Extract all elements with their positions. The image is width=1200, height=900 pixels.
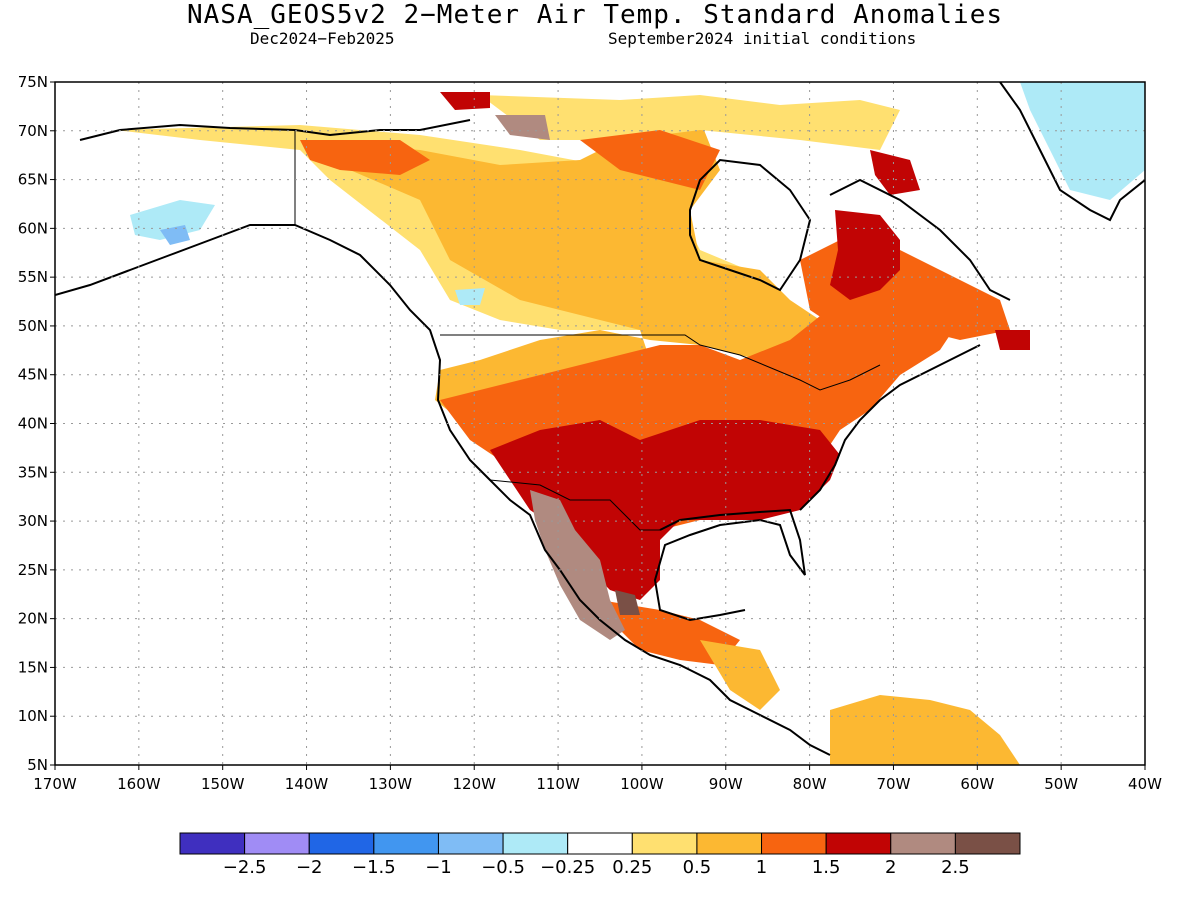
longitude-label: 110W — [536, 775, 580, 793]
colorbar-label: −0.25 — [540, 857, 595, 878]
colorbar-label: −2 — [296, 857, 323, 878]
anomaly-region-dark-orange-mexico — [600, 600, 740, 665]
longitude-label: 130W — [369, 775, 413, 793]
colorbar-label: −1.5 — [352, 857, 396, 878]
colorbar-swatch — [373, 832, 439, 855]
colorbar-swatch — [890, 832, 956, 855]
latitude-label: 5N — [27, 756, 48, 774]
colorbar-label: −1 — [425, 857, 452, 878]
initial-conditions: September2024 initial conditions — [608, 29, 917, 48]
latitude-label: 55N — [18, 268, 48, 286]
anomaly-region-red-arctic — [440, 92, 490, 110]
greenland-coast — [999, 82, 1145, 222]
colorbar-label: 2 — [885, 857, 896, 878]
latitude-label: 15N — [18, 658, 48, 676]
colorbar-swatch — [761, 832, 827, 855]
longitude-label: 40W — [1128, 775, 1162, 793]
colorbar-label: 2.5 — [941, 857, 970, 878]
colorbar-swatch — [437, 832, 504, 855]
gridlines — [55, 82, 1145, 765]
longitude-label: 150W — [201, 775, 245, 793]
latitude-label: 20N — [18, 610, 48, 628]
anomaly-region-light-blue-bc — [455, 288, 485, 305]
colorbar-swatch — [631, 832, 698, 855]
colorbar-swatch — [502, 832, 569, 855]
longitude-label: 140W — [285, 775, 329, 793]
anomaly-region-dark-brown-mexico — [615, 590, 640, 615]
us-mexico-border — [489, 479, 660, 531]
latitude-label: 45N — [18, 366, 48, 384]
longitude-label: 100W — [620, 775, 664, 793]
anomaly-region-yellow-south-america — [830, 695, 1020, 765]
latitude-label: 50N — [18, 317, 48, 335]
forecast-period: Dec2024−Feb2025 — [250, 29, 395, 48]
colorbar-label: 0.25 — [612, 857, 652, 878]
colorbar-label: −0.5 — [481, 857, 525, 878]
anomaly-region-blue-alaska — [160, 225, 190, 245]
anomaly-region-dark-orange-canada-west — [300, 140, 430, 175]
colorbar-swatch — [954, 832, 1021, 855]
colorbar-swatch — [825, 832, 892, 855]
anomaly-region-brown-arctic — [495, 115, 550, 140]
latitude-axis: 75N 70N 65N 60N 55N 50N 45N 40N 35N 30N 25N 20N 15N 1… — [18, 73, 55, 774]
labrador-coast — [829, 178, 1011, 301]
latitude-label: 40N — [18, 415, 48, 433]
north-america-west-coast — [55, 224, 831, 756]
political-borders — [294, 130, 881, 531]
anomaly-shading — [115, 82, 1145, 765]
anomaly-region-brown-mexico — [530, 490, 625, 640]
anomaly-region-red-baffin — [870, 150, 920, 195]
colorbar-label: 1.5 — [812, 857, 841, 878]
colorbar-swatch — [696, 832, 763, 855]
longitude-label: 90W — [709, 775, 743, 793]
longitude-axis: 170W 160W 150W 140W 130W 120W 110W 100W 90W 80W 70… — [33, 765, 1162, 793]
anomaly-region-yellow-central-america — [700, 640, 780, 710]
latitude-label: 70N — [18, 122, 48, 140]
longitude-label: 70W — [877, 775, 911, 793]
latitude-label: 35N — [18, 463, 48, 481]
us-canada-border — [440, 334, 881, 391]
colorbar-swatch — [244, 832, 310, 855]
longitude-label: 160W — [117, 775, 161, 793]
latitude-label: 75N — [18, 73, 48, 91]
map-title: NASA_GEOS5v2 2−Meter Air Temp. Standard … — [186, 0, 1003, 30]
map-canvas — [55, 82, 1145, 765]
anomaly-region-orange — [300, 120, 820, 420]
colorbar: −2.5 −2 −1.5 −1 −0.5 −0.25 0.25 0.5 1 1.5 2 2.5 — [179, 832, 1021, 878]
colorbar-label: −2.5 — [223, 857, 267, 878]
gulf-of-mexico-coast — [653, 508, 806, 622]
anomaly-region-dark-orange-north — [580, 130, 720, 190]
colorbar-swatch — [308, 832, 375, 855]
longitude-label: 170W — [33, 775, 77, 793]
colorbar-label: 0.5 — [683, 857, 712, 878]
colorbar-swatch — [179, 832, 246, 855]
longitude-label: 50W — [1044, 775, 1078, 793]
latitude-label: 65N — [18, 171, 48, 189]
longitude-label: 80W — [793, 775, 827, 793]
latitude-label: 30N — [18, 512, 48, 530]
hudson-bay — [689, 158, 812, 292]
anomaly-region-red-newfoundland — [995, 330, 1030, 350]
anomaly-region-light-blue-alaska — [130, 200, 215, 240]
latitude-label: 25N — [18, 561, 48, 579]
anomaly-region-yellow-north — [480, 95, 900, 150]
anomaly-region-light-blue-greenland — [1020, 82, 1145, 200]
latitude-label: 60N — [18, 219, 48, 237]
colorbar-swatch — [567, 832, 633, 855]
longitude-label: 60W — [960, 775, 994, 793]
longitude-label: 120W — [452, 775, 496, 793]
colorbar-label: 1 — [756, 857, 767, 878]
atlantic-coast — [799, 344, 981, 511]
latitude-label: 10N — [18, 707, 48, 725]
